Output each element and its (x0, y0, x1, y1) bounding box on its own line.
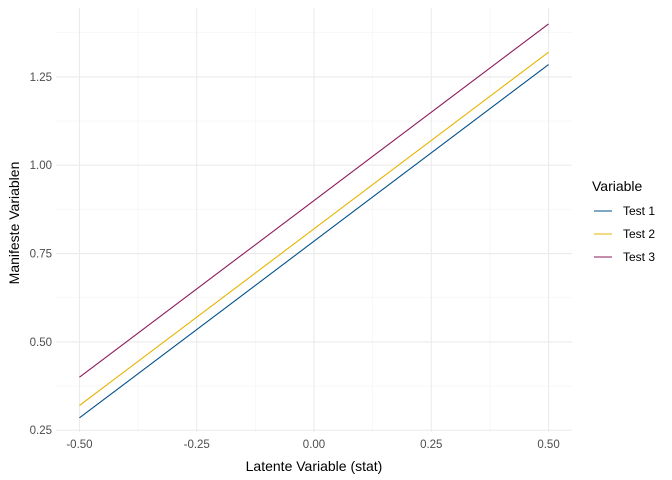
x-tick-label: 0.25 (420, 439, 442, 451)
series-line-1 (79, 64, 549, 419)
series-line-2 (79, 51, 549, 406)
series-line-3 (79, 23, 549, 378)
x-tick-label: 0.50 (537, 439, 559, 451)
legend-title: Variable (592, 178, 643, 194)
y-tick-label: 1.25 (30, 72, 52, 84)
x-tick-label: 0.00 (303, 439, 325, 451)
legend-label-3: Test 3 (623, 250, 655, 264)
y-tick-label: 1.00 (30, 160, 52, 172)
y-tick-label: 0.75 (30, 249, 52, 261)
x-tick-label: -0.25 (184, 439, 210, 451)
y-axis-title: Manifeste Variablen (6, 162, 22, 285)
legend-label-2: Test 2 (623, 227, 655, 241)
series-layer (79, 23, 549, 419)
x-tick-labels: -0.50 -0.25 0.00 0.25 0.50 (66, 439, 559, 451)
legend: Variable Test 1 Test 2 Test 3 (592, 178, 655, 264)
y-tick-label: 0.25 (30, 425, 52, 437)
x-tick-label: -0.50 (66, 439, 92, 451)
grid-major (56, 8, 572, 432)
y-tick-labels: 0.25 0.50 0.75 1.00 1.25 (30, 72, 52, 437)
y-tick-label: 0.50 (30, 337, 52, 349)
x-axis-title: Latente Variable (stat) (246, 458, 383, 474)
legend-label-1: Test 1 (623, 204, 655, 218)
